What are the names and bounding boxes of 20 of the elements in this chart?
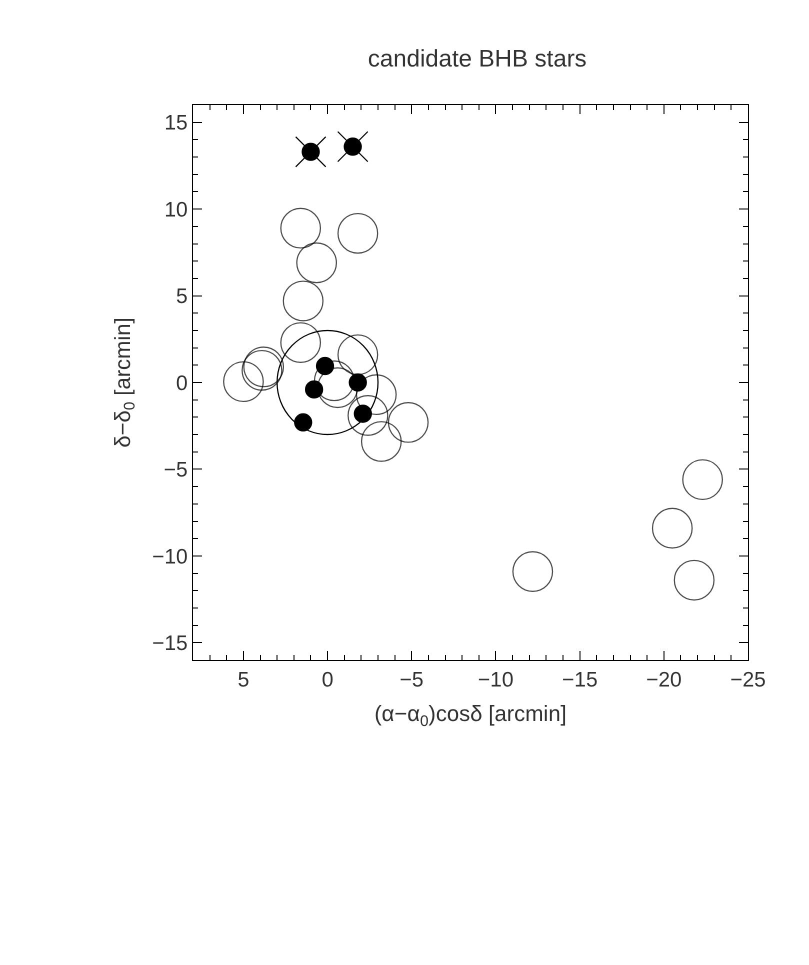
y-tick-label: −15 (152, 632, 188, 656)
x-tick-label: −10 (478, 668, 514, 692)
y-tick-label: 15 (164, 112, 188, 135)
point (316, 356, 334, 376)
x-tick-label: −20 (646, 668, 682, 692)
y-tick-label: 5 (176, 285, 188, 308)
x-tick-label: 0 (322, 668, 334, 692)
y-tick-label: −10 (152, 545, 188, 568)
y-tick-label: 0 (176, 372, 188, 395)
x-tick-label: −15 (562, 668, 598, 692)
point (348, 373, 367, 392)
y-tick-label: 10 (164, 198, 188, 222)
point (305, 380, 324, 399)
x-tick-label: −25 (730, 668, 766, 692)
y-tick-label: −5 (164, 458, 188, 482)
x-axis-title: (α−α$_{0}$)cosδ [arcmin] (374, 701, 567, 730)
chart-title: candidate BHB stars (368, 45, 587, 72)
point (294, 413, 312, 432)
x-tick-label: 5 (238, 668, 250, 692)
x-tick-label: −5 (400, 668, 424, 692)
